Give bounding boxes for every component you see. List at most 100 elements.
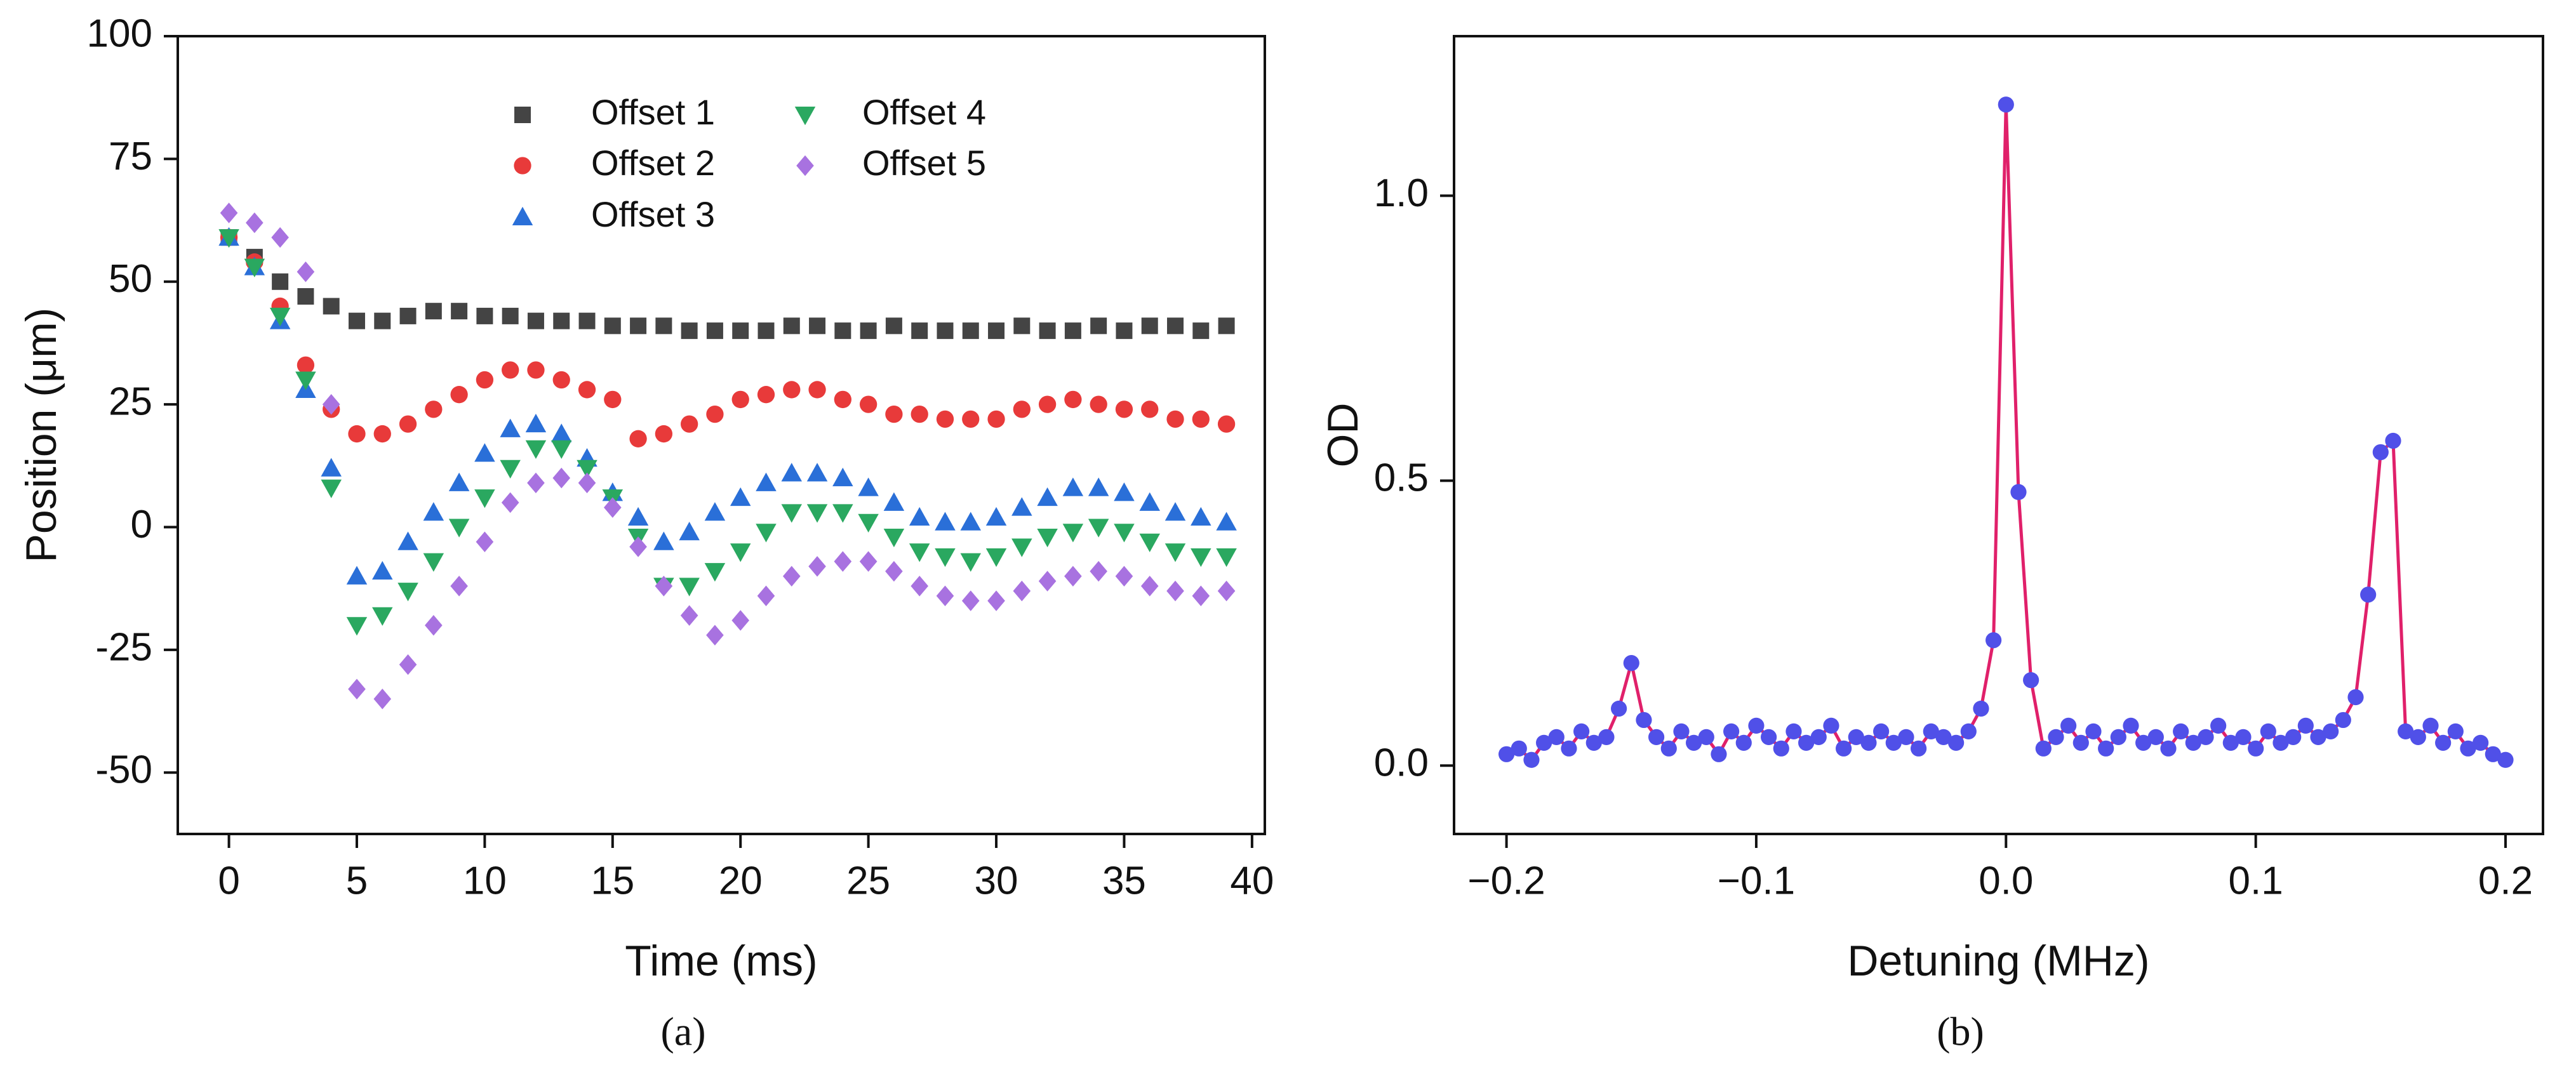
marker: [2335, 711, 2351, 729]
marker: [757, 585, 775, 607]
marker: [1536, 734, 1552, 751]
marker: [527, 312, 544, 329]
marker: [474, 489, 495, 508]
marker: [2235, 729, 2252, 745]
marker: [911, 322, 928, 340]
marker: [834, 322, 851, 340]
marker: [1548, 729, 1565, 745]
marker: [2460, 740, 2476, 757]
plot-frame: [1453, 35, 2544, 835]
marker: [1011, 497, 1032, 516]
marker: [2260, 723, 2276, 739]
marker: [2085, 723, 2102, 739]
marker: [2297, 717, 2314, 734]
marker: [501, 492, 519, 513]
marker: [525, 413, 547, 433]
marker: [399, 654, 417, 675]
marker: [551, 423, 572, 442]
marker: [809, 317, 826, 334]
marker: [502, 361, 519, 379]
marker: [525, 440, 547, 460]
marker: [2347, 689, 2364, 706]
marker: [1165, 502, 1186, 521]
x-tick-label: 0.0: [1979, 859, 2033, 903]
marker: [2323, 723, 2339, 739]
legend-marker: [512, 206, 533, 225]
marker: [704, 502, 726, 521]
marker: [961, 590, 980, 611]
marker: [1115, 566, 1133, 587]
marker: [1192, 585, 1210, 607]
marker: [732, 322, 749, 340]
marker: [372, 607, 393, 626]
marker: [960, 553, 982, 572]
marker: [448, 472, 470, 491]
marker: [731, 390, 749, 409]
marker: [1088, 519, 1109, 538]
marker: [1013, 400, 1031, 418]
x-tick-label: 15: [591, 859, 634, 903]
marker: [2385, 432, 2401, 449]
marker: [578, 312, 596, 329]
marker: [373, 689, 392, 710]
marker: [653, 531, 674, 550]
marker: [885, 317, 902, 334]
marker: [2485, 746, 2501, 762]
marker: [2435, 734, 2452, 751]
marker: [655, 576, 673, 597]
marker: [679, 578, 700, 597]
marker: [730, 543, 751, 562]
marker: [2023, 671, 2039, 689]
marker: [1573, 723, 1590, 739]
marker: [783, 381, 801, 399]
marker: [218, 229, 239, 248]
marker: [220, 202, 238, 223]
marker: [629, 536, 647, 557]
marker: [936, 410, 954, 428]
marker: [1038, 395, 1057, 413]
marker: [1167, 317, 1184, 334]
marker: [1064, 322, 1081, 340]
marker: [1660, 740, 1677, 757]
legend-label: Offset 4: [862, 92, 986, 132]
marker: [1088, 477, 1109, 496]
marker: [783, 317, 800, 334]
marker: [551, 440, 572, 460]
marker: [1165, 543, 1186, 562]
marker: [1836, 740, 1852, 757]
marker: [2123, 717, 2139, 734]
marker: [423, 502, 444, 521]
marker: [1598, 729, 1615, 745]
marker: [2410, 729, 2426, 745]
marker: [1810, 729, 1827, 745]
marker: [1013, 580, 1031, 602]
marker: [987, 410, 1005, 428]
marker: [1585, 734, 1602, 751]
marker: [2160, 740, 2177, 757]
marker: [832, 504, 853, 523]
marker: [1985, 632, 2002, 649]
marker: [1216, 512, 1237, 531]
marker: [781, 463, 803, 482]
marker: [321, 479, 342, 498]
marker: [1785, 723, 1802, 739]
marker: [1848, 729, 1864, 745]
marker: [756, 472, 777, 491]
marker: [2248, 740, 2264, 757]
marker: [1191, 506, 1211, 526]
marker: [860, 322, 877, 340]
marker: [1141, 400, 1159, 418]
marker: [604, 390, 622, 409]
marker: [706, 625, 724, 645]
marker: [476, 531, 494, 552]
marker: [322, 394, 340, 415]
marker: [604, 317, 621, 334]
marker: [757, 386, 775, 404]
marker: [476, 371, 494, 389]
marker: [1998, 96, 2014, 113]
marker: [1773, 740, 1789, 757]
marker: [985, 506, 1007, 526]
marker: [451, 303, 468, 320]
marker: [1013, 317, 1031, 334]
